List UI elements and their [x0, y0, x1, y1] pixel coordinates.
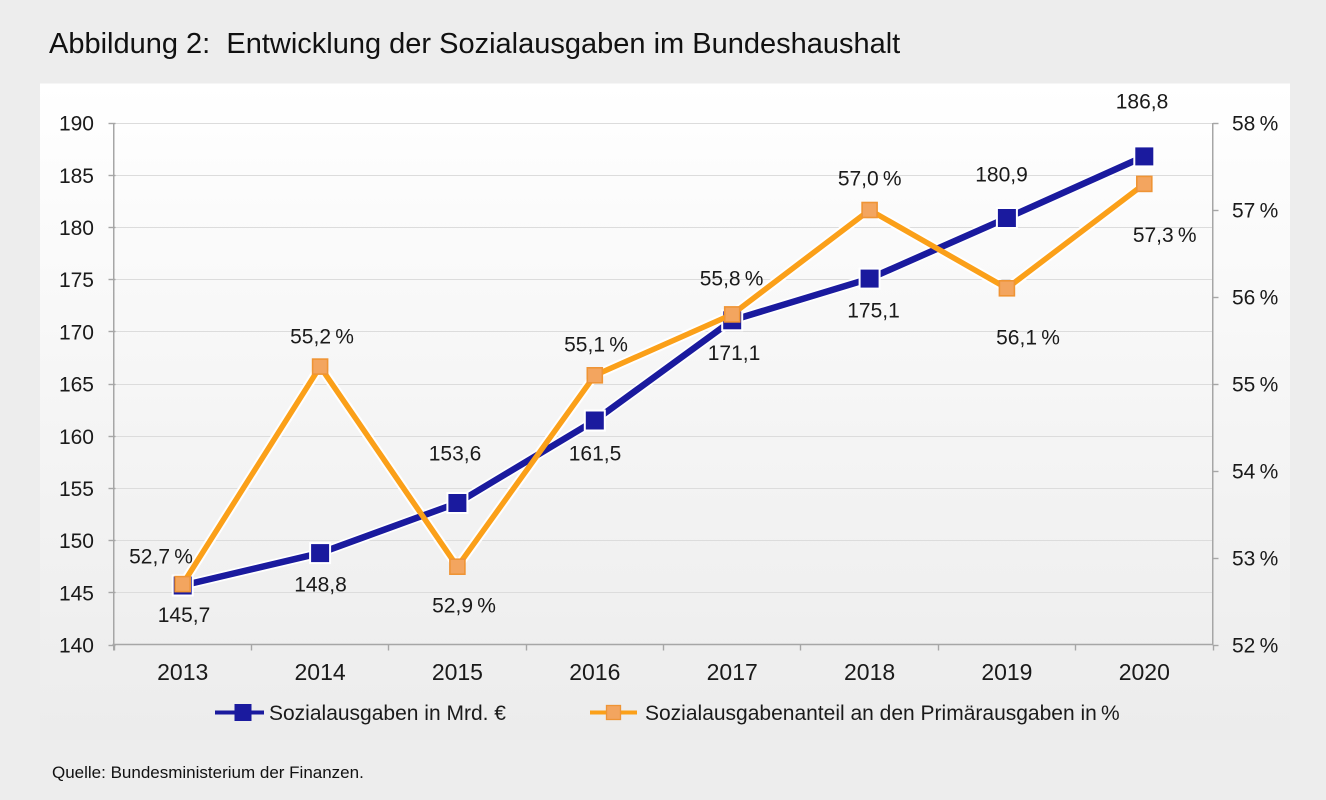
svg-text:155: 155	[59, 478, 94, 501]
svg-text:58 %: 58 %	[1232, 113, 1278, 136]
svg-text:2020: 2020	[1119, 659, 1170, 685]
svg-text:55 %: 55 %	[1232, 374, 1278, 397]
svg-text:165: 165	[59, 374, 94, 397]
svg-text:175: 175	[59, 269, 94, 292]
svg-text:52,9 %: 52,9 %	[432, 595, 496, 618]
svg-text:2018: 2018	[844, 659, 895, 685]
svg-text:55,1 %: 55,1 %	[564, 334, 628, 357]
svg-text:171,1: 171,1	[708, 342, 761, 365]
svg-text:186,8: 186,8	[1116, 91, 1169, 114]
svg-text:57,3 %: 57,3 %	[1133, 224, 1197, 247]
svg-text:145,7: 145,7	[158, 604, 211, 627]
svg-text:54 %: 54 %	[1232, 461, 1278, 484]
svg-text:160: 160	[59, 426, 94, 449]
svg-text:55,8 %: 55,8 %	[700, 268, 764, 291]
svg-text:Sozialausgaben in Mrd. €: Sozialausgaben in Mrd. €	[269, 702, 506, 725]
svg-text:190: 190	[59, 113, 94, 136]
svg-text:148,8: 148,8	[294, 574, 347, 597]
svg-text:185: 185	[59, 165, 94, 188]
svg-text:2015: 2015	[432, 659, 483, 685]
svg-text:52,7 %: 52,7 %	[129, 546, 193, 569]
svg-text:2013: 2013	[157, 659, 208, 685]
svg-text:150: 150	[59, 530, 94, 553]
svg-text:2017: 2017	[707, 659, 758, 685]
svg-text:53 %: 53 %	[1232, 548, 1278, 571]
svg-text:Abbildung 2: Entwicklung der: Abbildung 2: Entwicklung der Sozialausga…	[49, 28, 900, 60]
svg-text:57 %: 57 %	[1232, 200, 1278, 223]
svg-text:2014: 2014	[295, 659, 346, 685]
svg-text:145: 145	[59, 582, 94, 605]
svg-text:56 %: 56 %	[1232, 287, 1278, 310]
svg-text:55,2 %: 55,2 %	[290, 326, 354, 349]
svg-text:52 %: 52 %	[1232, 635, 1278, 658]
svg-text:180: 180	[59, 217, 94, 240]
svg-text:2016: 2016	[569, 659, 620, 685]
svg-text:161,5: 161,5	[569, 443, 622, 466]
svg-text:Sozialausgabenanteil an den Pr: Sozialausgabenanteil an den Primärausgab…	[645, 702, 1120, 725]
svg-text:140: 140	[59, 635, 94, 658]
svg-text:Quelle: Bundesministerium der: Quelle: Bundesministerium der Finanzen.	[52, 763, 364, 782]
svg-text:175,1: 175,1	[847, 300, 900, 323]
svg-text:153,6: 153,6	[429, 443, 482, 466]
svg-text:170: 170	[59, 321, 94, 344]
svg-text:2019: 2019	[981, 659, 1032, 685]
svg-text:180,9: 180,9	[975, 164, 1028, 187]
svg-text:57,0 %: 57,0 %	[838, 168, 902, 191]
svg-text:56,1 %: 56,1 %	[996, 327, 1060, 350]
